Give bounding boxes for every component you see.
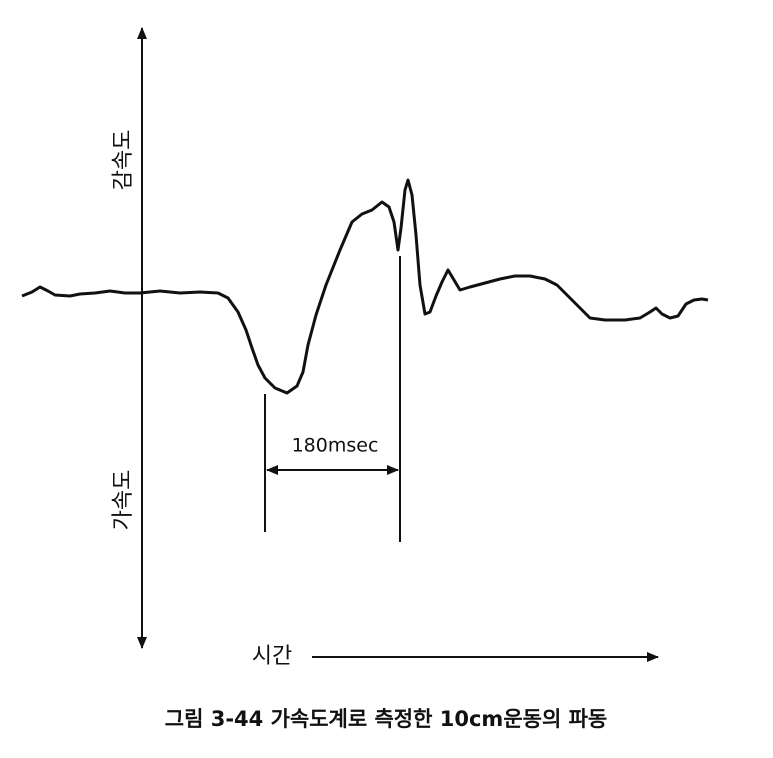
deceleration-label: 감속도 <box>111 130 136 191</box>
acceleration-label: 가속도 <box>111 470 136 531</box>
waveform <box>21 178 709 395</box>
interval-label: 180msec <box>292 435 379 457</box>
time-label: 시간 <box>252 644 292 669</box>
caption: 그림 3-44 가속도계로 측정한 10cm운동의 파동 <box>165 707 607 731</box>
